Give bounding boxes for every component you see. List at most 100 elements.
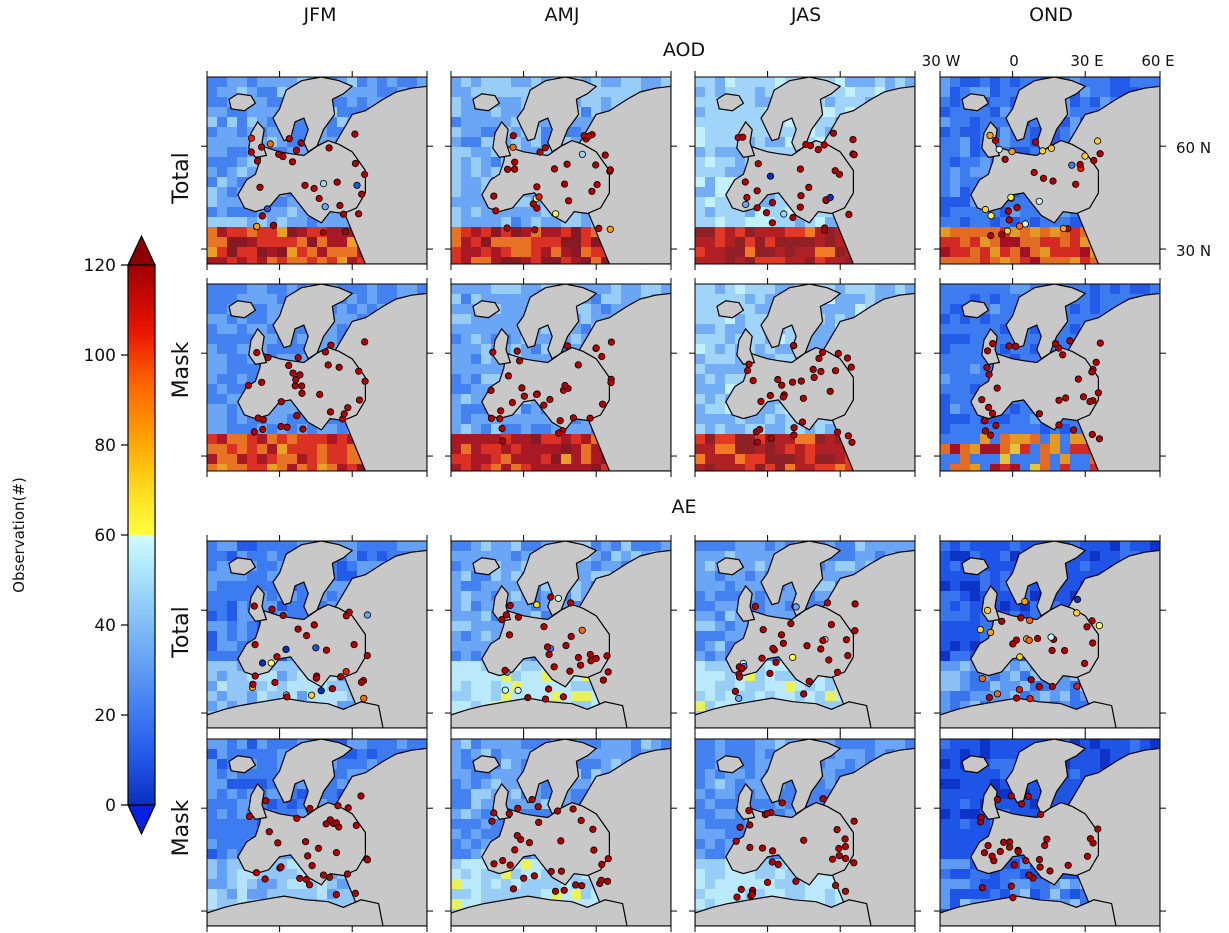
- station-marker: [767, 434, 775, 442]
- field-cell: [237, 374, 247, 384]
- field-cell: [207, 691, 217, 701]
- field-cell: [990, 294, 1000, 304]
- field-cell: [1150, 77, 1160, 87]
- field-cell: [715, 551, 725, 561]
- field-cell: [207, 247, 217, 257]
- field-cell: [571, 257, 581, 264]
- field-cell: [695, 314, 705, 324]
- field-cell: [950, 177, 960, 187]
- field-cell: [501, 87, 511, 97]
- field-cell: [461, 374, 471, 384]
- field-cell: [501, 314, 511, 324]
- field-cell: [511, 237, 521, 247]
- field-cell: [337, 237, 347, 247]
- field-cell: [207, 641, 217, 651]
- field-cell: [471, 384, 481, 394]
- field-cell: [695, 364, 705, 374]
- station-marker: [569, 414, 578, 422]
- field-cell: [471, 701, 481, 711]
- colorbar-tick-label: 100: [84, 346, 116, 366]
- field-cell: [845, 257, 855, 264]
- station-marker: [576, 661, 585, 669]
- field-cell: [705, 304, 715, 314]
- field-cell: [1070, 227, 1080, 237]
- field-cell: [885, 77, 895, 87]
- field-cell: [491, 284, 501, 294]
- field-cell: [1010, 217, 1020, 227]
- field-cell: [237, 384, 247, 394]
- field-cell: [940, 314, 950, 324]
- field-cell: [387, 551, 397, 561]
- field-cell: [755, 541, 765, 551]
- field-cell: [471, 324, 481, 334]
- field-cell: [511, 314, 521, 324]
- field-cell: [217, 157, 227, 167]
- field-cell: [815, 117, 825, 127]
- field-cell: [531, 661, 541, 671]
- station-marker: [749, 376, 757, 385]
- field-cell: [237, 541, 247, 551]
- field-cell: [337, 464, 347, 471]
- field-cell: [825, 314, 835, 324]
- field-cell: [217, 177, 227, 187]
- field-cell: [237, 591, 247, 601]
- station-marker: [820, 141, 828, 149]
- field-cell: [705, 434, 715, 444]
- field-cell: [461, 551, 471, 561]
- field-cell: [207, 97, 217, 107]
- field-cell: [755, 601, 765, 611]
- colorbar-extend-min: [127, 804, 156, 836]
- field-cell: [481, 177, 491, 187]
- field-cell: [217, 384, 227, 394]
- field-cell: [207, 197, 217, 207]
- field-cell: [471, 294, 481, 304]
- field-cell: [501, 247, 511, 257]
- field-cell: [227, 641, 237, 651]
- field-cell: [775, 681, 785, 691]
- field-cell: [337, 691, 347, 701]
- field-cell: [855, 304, 865, 314]
- field-cell: [1070, 257, 1080, 264]
- field-cell: [481, 157, 491, 167]
- field-cell: [451, 691, 461, 701]
- station-marker: [297, 139, 305, 147]
- field-cell: [1030, 207, 1040, 217]
- field-cell: [237, 364, 247, 374]
- field-cell: [695, 561, 705, 571]
- field-cell: [247, 247, 257, 257]
- field-cell: [257, 304, 267, 314]
- field-cell: [207, 561, 217, 571]
- field-cell: [461, 197, 471, 207]
- field-cell: [387, 87, 397, 97]
- field-cell: [541, 434, 551, 444]
- field-cell: [227, 324, 237, 334]
- field-cell: [377, 87, 387, 97]
- field-cell: [990, 97, 1000, 107]
- field-cell: [591, 77, 601, 87]
- field-cell: [297, 147, 307, 157]
- field-cell: [461, 651, 471, 661]
- field-cell: [695, 444, 705, 454]
- field-cell: [217, 394, 227, 404]
- field-cell: [950, 284, 960, 294]
- land-iceland: [228, 300, 257, 319]
- station-marker: [498, 615, 506, 624]
- field-cell: [1030, 147, 1040, 157]
- field-cell: [501, 454, 511, 464]
- field-cell: [571, 434, 581, 444]
- field-cell: [865, 87, 875, 97]
- field-cell: [451, 414, 461, 424]
- field-cell: [561, 227, 571, 237]
- station-marker: [501, 686, 509, 694]
- field-cell: [267, 434, 277, 444]
- field-cell: [207, 434, 217, 444]
- field-cell: [451, 304, 461, 314]
- station-marker: [508, 398, 517, 407]
- field-cell: [307, 464, 317, 471]
- field-cell: [715, 621, 725, 631]
- field-cell: [940, 414, 950, 424]
- map-panel-ae-total-amj: [445, 535, 677, 734]
- field-cell: [297, 464, 307, 471]
- field-cell: [1050, 257, 1060, 264]
- field-cell: [267, 97, 277, 107]
